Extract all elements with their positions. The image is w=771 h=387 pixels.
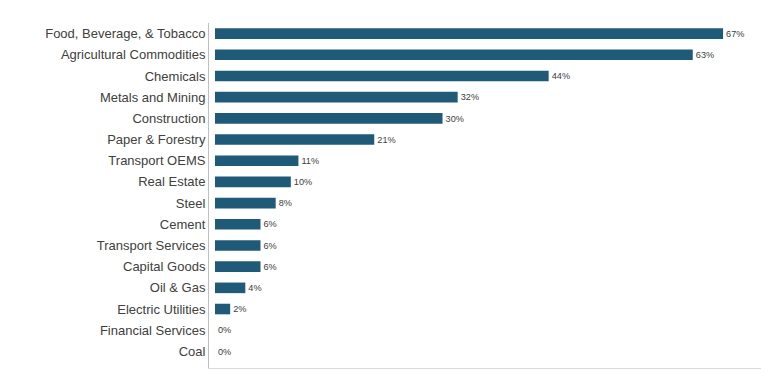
svg-text:Cement: Cement [160, 217, 206, 232]
svg-text:0%: 0% [218, 347, 231, 357]
svg-text:Construction: Construction [132, 111, 205, 126]
svg-text:Financial Services: Financial Services [100, 323, 206, 338]
svg-text:6%: 6% [264, 241, 277, 251]
svg-text:11%: 11% [301, 156, 319, 166]
svg-text:Coal: Coal [179, 344, 206, 359]
svg-text:63%: 63% [696, 50, 714, 60]
svg-text:Oil & Gas: Oil & Gas [150, 280, 206, 295]
svg-text:0%: 0% [218, 325, 231, 335]
svg-text:8%: 8% [279, 198, 292, 208]
svg-text:44%: 44% [552, 71, 570, 81]
svg-text:Real Estate: Real Estate [138, 174, 205, 189]
svg-text:Transport OEMS: Transport OEMS [108, 153, 205, 168]
svg-text:Metals and Mining: Metals and Mining [100, 90, 206, 105]
svg-text:Steel: Steel [176, 196, 206, 211]
svg-text:6%: 6% [264, 262, 277, 272]
svg-text:10%: 10% [294, 177, 312, 187]
svg-text:Capital Goods: Capital Goods [123, 259, 206, 274]
svg-text:Transport Services: Transport Services [97, 238, 206, 253]
svg-text:Electric Utilities: Electric Utilities [117, 302, 206, 317]
svg-text:67%: 67% [726, 29, 744, 39]
svg-text:32%: 32% [461, 92, 479, 102]
svg-text:Agricultural Commodities: Agricultural Commodities [61, 47, 206, 62]
svg-text:Food, Beverage, & Tobacco: Food, Beverage, & Tobacco [45, 26, 205, 41]
svg-text:Chemicals: Chemicals [145, 69, 206, 84]
svg-text:Paper & Forestry: Paper & Forestry [107, 132, 206, 147]
svg-text:4%: 4% [248, 283, 261, 293]
svg-text:6%: 6% [264, 219, 277, 229]
svg-text:30%: 30% [446, 114, 464, 124]
svg-text:2%: 2% [233, 304, 246, 314]
svg-text:21%: 21% [377, 135, 395, 145]
